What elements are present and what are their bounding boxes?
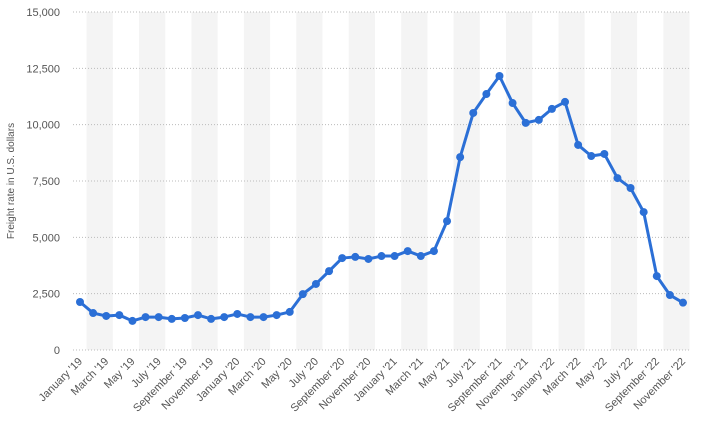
data-point	[429, 247, 438, 256]
data-point	[351, 252, 360, 261]
data-point	[482, 90, 491, 99]
y-tick-label: 0	[54, 345, 60, 357]
data-point	[128, 316, 137, 325]
band	[506, 12, 533, 350]
data-point	[456, 153, 465, 162]
data-point	[76, 298, 84, 307]
data-point	[154, 313, 163, 322]
data-point	[167, 314, 176, 323]
data-point	[141, 313, 150, 322]
y-tick-label: 10,000	[26, 120, 60, 132]
data-point	[679, 298, 687, 307]
data-point	[521, 118, 530, 127]
series-line	[79, 74, 684, 323]
data-point	[561, 97, 570, 106]
data-point	[613, 174, 622, 183]
band	[191, 12, 218, 350]
data-point	[469, 108, 478, 117]
data-point	[285, 307, 294, 316]
data-point	[180, 314, 189, 323]
data-point	[259, 313, 268, 322]
data-point	[390, 252, 399, 261]
data-point	[600, 149, 609, 158]
data-point	[665, 291, 674, 300]
band	[86, 12, 113, 350]
data-point	[233, 309, 242, 318]
data-point	[207, 314, 216, 323]
y-tick-label: 2,500	[32, 289, 60, 301]
data-point	[495, 71, 504, 80]
data-point	[403, 247, 412, 256]
data-point	[626, 183, 635, 192]
data-point	[377, 252, 386, 261]
data-point	[220, 313, 229, 322]
data-point	[311, 279, 320, 288]
y-tick-label: 12,500	[26, 63, 60, 75]
data-point	[102, 311, 111, 320]
data-point	[298, 290, 307, 299]
data-point	[193, 311, 202, 320]
data-point	[115, 311, 124, 320]
y-axis-label: Freight rate in U.S. dollars	[6, 123, 17, 239]
y-tick-label: 7,500	[32, 176, 60, 188]
data-point	[416, 252, 425, 261]
data-point	[272, 311, 281, 320]
data-point	[89, 309, 98, 318]
data-point	[574, 140, 583, 149]
data-point	[246, 313, 255, 322]
data-point	[443, 217, 452, 226]
data-point	[652, 272, 661, 281]
y-tick-label: 15,000	[26, 7, 60, 19]
data-point	[325, 267, 334, 276]
data-point	[338, 254, 347, 263]
data-point	[547, 104, 556, 113]
band	[401, 12, 428, 350]
data-point	[364, 254, 373, 263]
y-tick-label: 5,000	[32, 232, 60, 244]
data-point	[534, 115, 543, 124]
data-point	[508, 99, 517, 108]
data-point	[587, 151, 596, 160]
data-point	[639, 208, 648, 217]
